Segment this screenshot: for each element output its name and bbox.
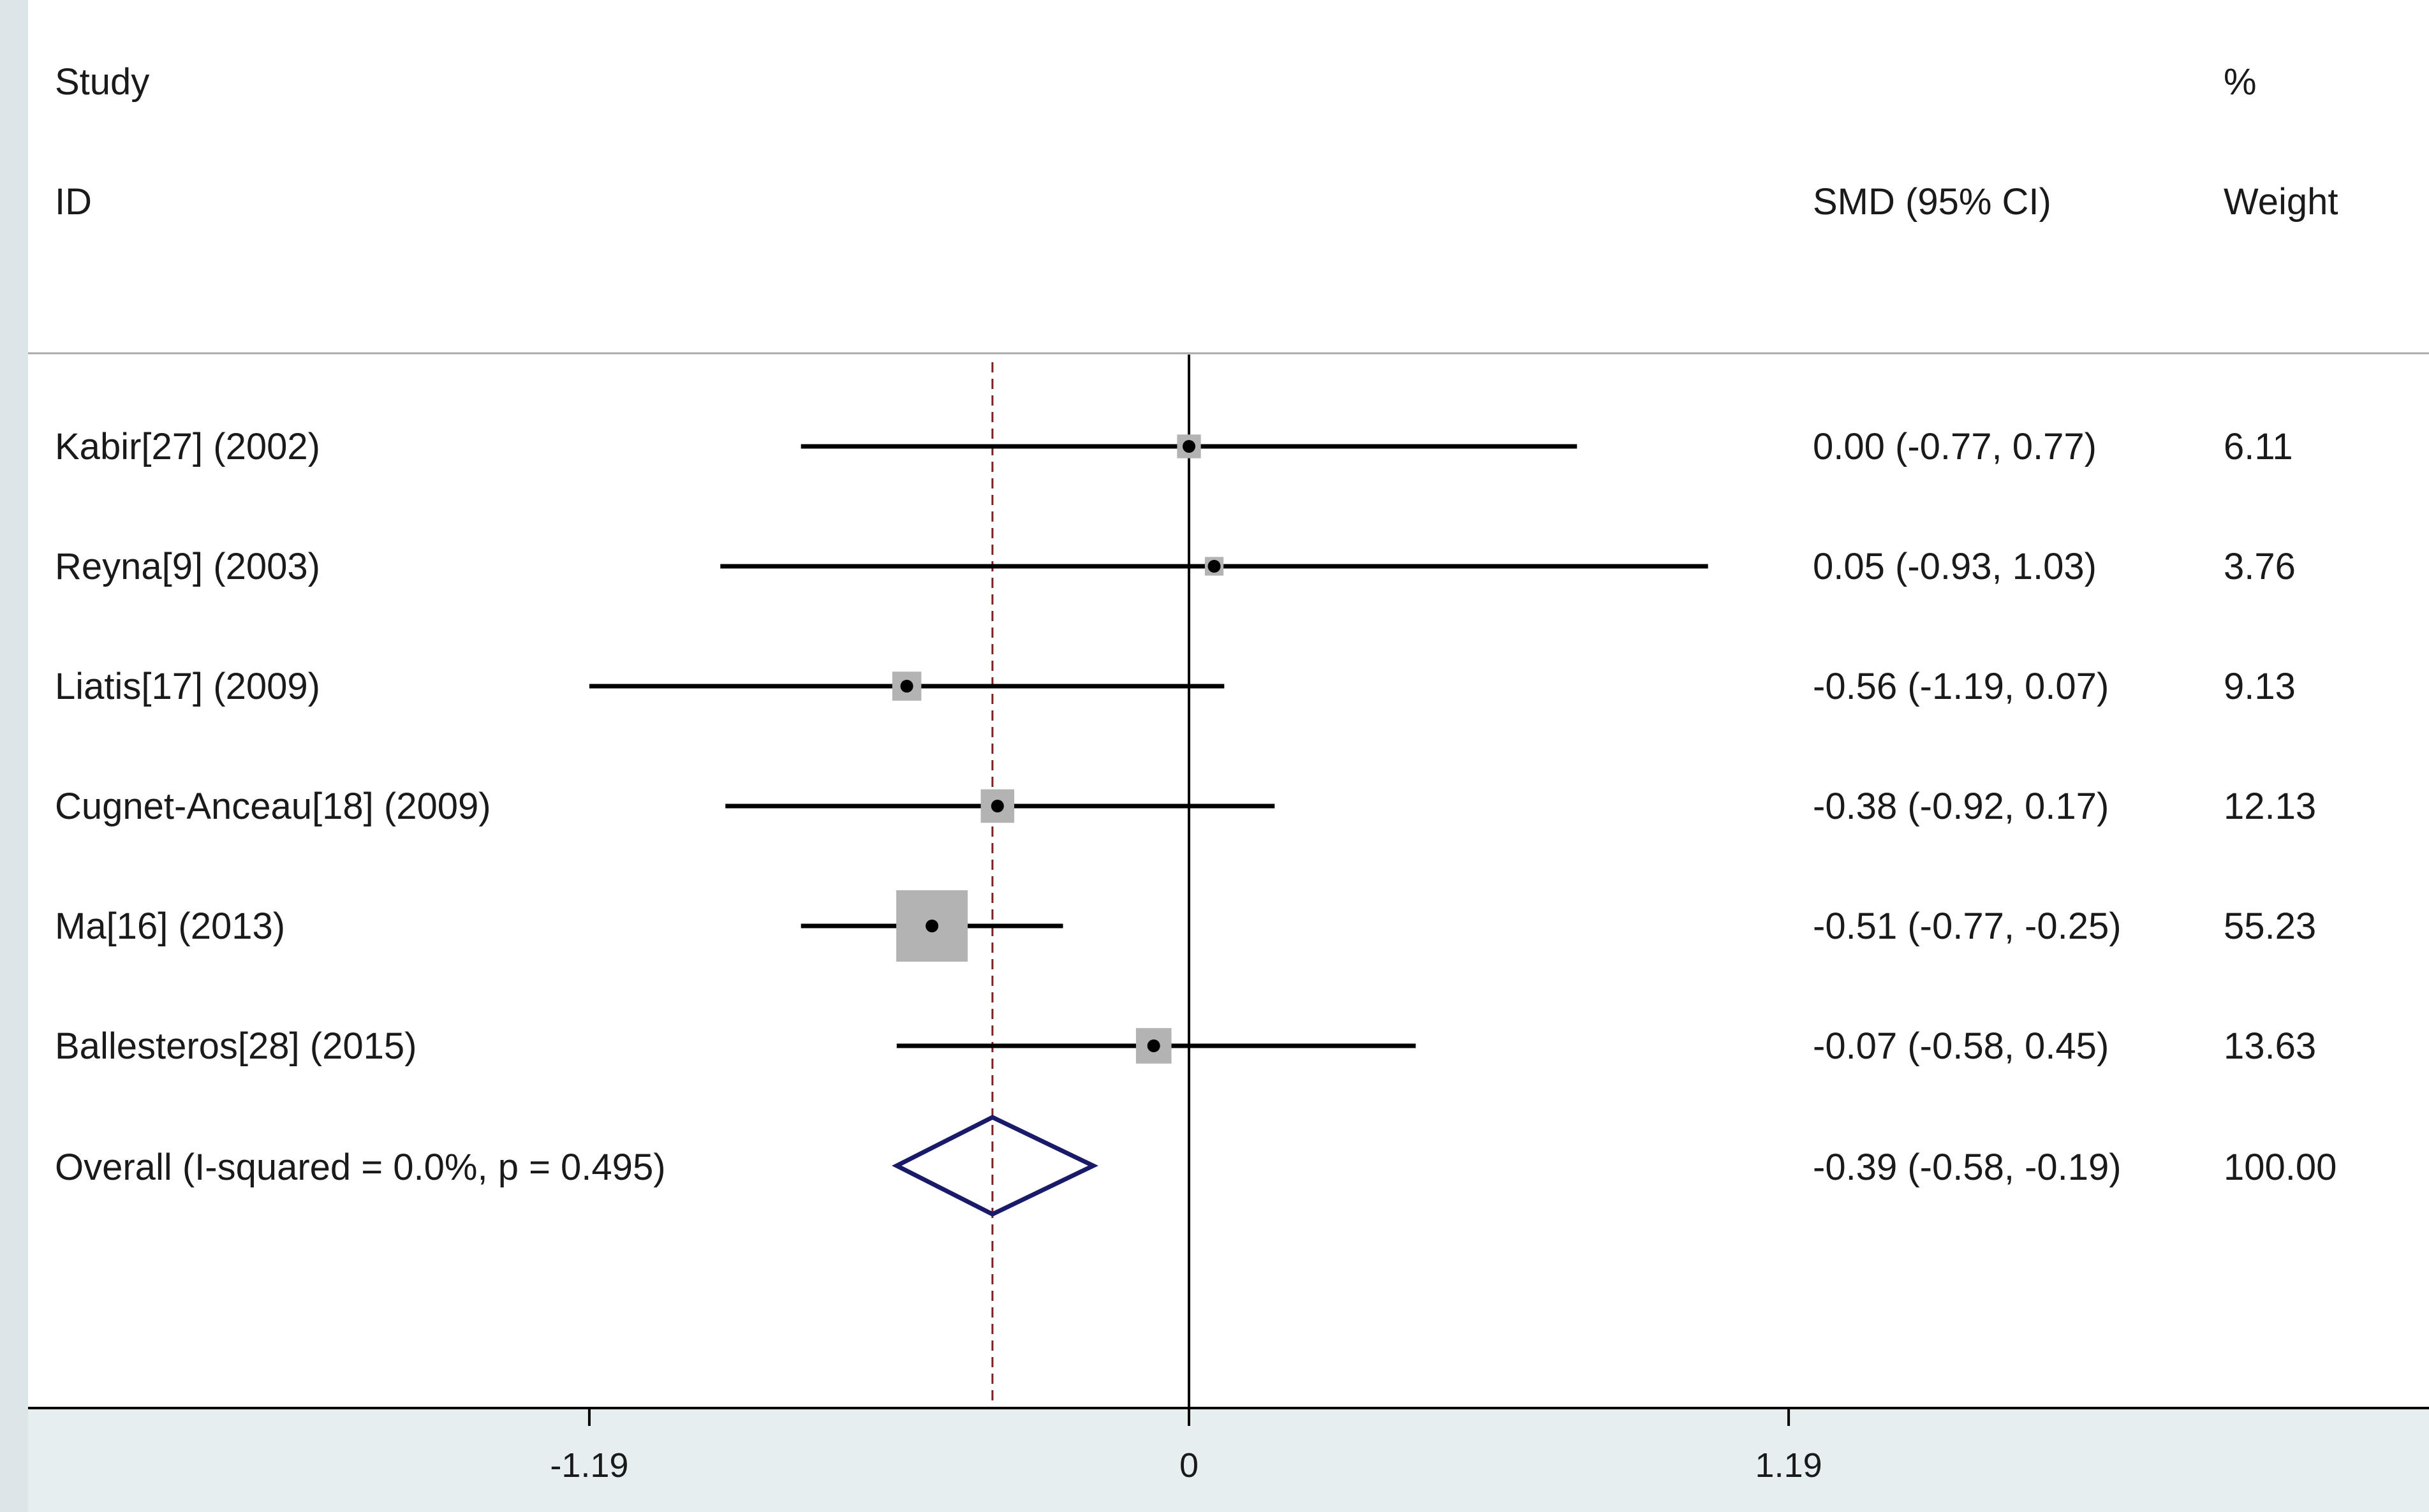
study-weight-text: 6.11: [2224, 426, 2293, 467]
study-label: Ma[16] (2013): [55, 906, 285, 947]
study-point-estimate: [900, 680, 913, 693]
study-label: Kabir[27] (2002): [55, 426, 320, 467]
left-border: [0, 0, 28, 1512]
study-ci-text: -0.07 (-0.58, 0.45): [1813, 1025, 2109, 1067]
x-tick-label: -1.19: [550, 1446, 628, 1485]
study-point-estimate: [991, 800, 1004, 812]
x-tick-label: 0: [1179, 1446, 1199, 1485]
overall-diamond: [892, 1115, 1098, 1217]
overall-row: Overall (I-squared = 0.0%, p = 0.495) -0…: [55, 1115, 2337, 1217]
overall-weight-text: 100.00: [2224, 1147, 2337, 1188]
study-point-estimate: [1147, 1039, 1160, 1052]
study-weight-text: 3.76: [2224, 546, 2296, 587]
header-effect-label: SMD (95% CI): [1813, 181, 2051, 223]
study-label: Liatis[17] (2009): [55, 666, 320, 707]
study-weight-text: 9.13: [2224, 666, 2296, 707]
study-row: Ma[16] (2013) -0.51 (-0.77, -0.25) 55.23: [55, 890, 2316, 962]
header-weight-label: Weight: [2224, 181, 2338, 223]
study-ci-text: -0.38 (-0.92, 0.17): [1813, 786, 2109, 827]
study-weight-text: 12.13: [2224, 786, 2316, 827]
study-ci-text: 0.05 (-0.93, 1.03): [1813, 546, 2097, 587]
study-rows: Kabir[27] (2002) 0.00 (-0.77, 0.77) 6.11 Re…: [55, 426, 2316, 1067]
study-ci-text: -0.51 (-0.77, -0.25): [1813, 906, 2122, 947]
study-ci-text: 0.00 (-0.77, 0.77): [1813, 426, 2097, 467]
x-axis: -1.19 0 1.19: [550, 1408, 1822, 1485]
x-tick-label: 1.19: [1755, 1446, 1822, 1485]
overall-label: Overall (I-squared = 0.0%, p = 0.495): [55, 1147, 666, 1188]
study-weight-text: 55.23: [2224, 906, 2316, 947]
study-weight-text: 13.63: [2224, 1025, 2316, 1067]
study-ci-text: -0.56 (-1.19, 0.07): [1813, 666, 2109, 707]
study-point-estimate: [926, 920, 939, 932]
study-row: Ballesteros[28] (2015) -0.07 (-0.58, 0.45…: [55, 1025, 2316, 1067]
header-percent-label: %: [2224, 61, 2257, 103]
study-point-estimate: [1207, 560, 1221, 573]
study-row: Liatis[17] (2009) -0.56 (-1.19, 0.07) 9.13: [55, 666, 2296, 707]
study-row: Reyna[9] (2003) 0.05 (-0.93, 1.03) 3.76: [55, 546, 2296, 587]
study-row: Cugnet-Anceau[18] (2009) -0.38 (-0.92, 0.…: [55, 786, 2316, 827]
header-id-label: ID: [55, 181, 92, 223]
study-row: Kabir[27] (2002) 0.00 (-0.77, 0.77) 6.11: [55, 426, 2293, 467]
overall-ci-text: -0.39 (-0.58, -0.19): [1813, 1147, 2122, 1188]
study-point-estimate: [1183, 440, 1195, 453]
header-study-label: Study: [55, 61, 149, 103]
axis-band: [28, 1408, 2429, 1512]
study-label: Ballesteros[28] (2015): [55, 1025, 417, 1067]
study-label: Reyna[9] (2003): [55, 546, 320, 587]
study-label: Cugnet-Anceau[18] (2009): [55, 786, 491, 827]
